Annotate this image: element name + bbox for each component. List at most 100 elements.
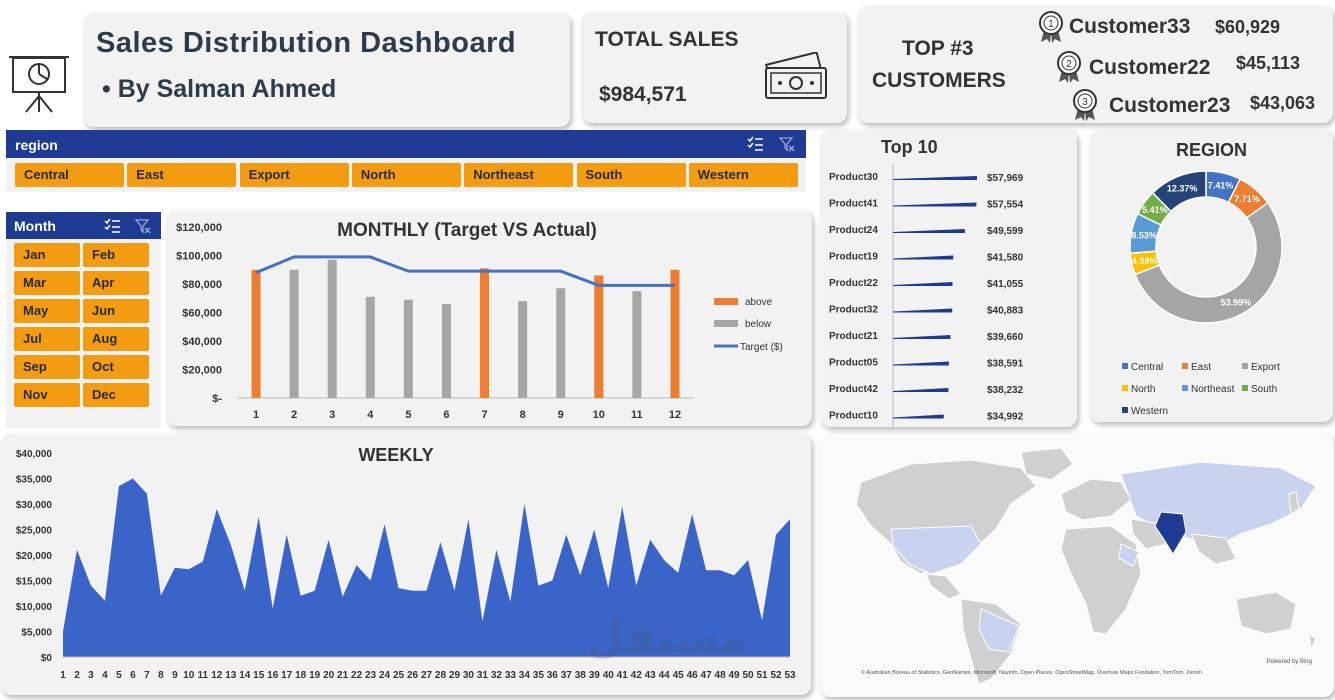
customer-value: $45,113 [1236, 53, 1301, 73]
top10-bar [893, 308, 953, 313]
top10-value-label: $38,232 [987, 385, 1024, 396]
x-tick-label: 26 [407, 670, 419, 681]
month-slicer-item-apr[interactable]: Apr [83, 271, 149, 295]
map-brazil [978, 608, 1020, 653]
customer-name: Customer33 [1069, 15, 1191, 38]
legend-above-label: above [745, 297, 773, 308]
x-tick-label: 44 [659, 670, 671, 681]
month-slicer-item-oct[interactable]: Oct [83, 355, 149, 379]
weekly-chart: $0 $5,000 $10,000 $15,000 $20,000 $25,000 $30,… [16, 449, 796, 681]
month-slicer-item-sep[interactable]: Sep [14, 355, 80, 379]
svg-text:1: 1 [1048, 19, 1054, 30]
region-slicer-item-south[interactable]: South [576, 163, 686, 187]
month-slicer-item-dec[interactable]: Dec [83, 383, 149, 407]
bar-below [289, 269, 299, 398]
x-tick-label: 31 [477, 670, 489, 681]
legend-swatch [1122, 363, 1128, 369]
region-slice-export [1134, 201, 1283, 324]
weekly-chart-title: WEEKLY [358, 445, 434, 465]
x-tick-label: 19 [309, 670, 321, 681]
clear-filter-icon[interactable] [778, 135, 796, 156]
x-tick-label: 17 [281, 670, 293, 681]
x-tick-label: 35 [533, 670, 545, 681]
x-tick-label: 3 [88, 670, 94, 681]
x-tick-label: 12 [211, 670, 223, 681]
map-australia [1235, 591, 1297, 635]
monthly-chart-title: MONTHLY (Target VS Actual) [337, 220, 597, 241]
top10-category-label: Product30 [829, 172, 878, 183]
legend-swatch [1122, 385, 1128, 391]
title-card: Sales Distribution Dashboard • By Salman… [84, 13, 570, 127]
month-slicer-item-jun[interactable]: Jun [83, 299, 149, 323]
multi-select-icon[interactable] [746, 135, 764, 156]
world-map-card[interactable]: Powered by Bing © Australian Bureau of S… [821, 434, 1334, 697]
month-slicer-item-feb[interactable]: Feb [83, 243, 149, 267]
month-slicer-item-jan[interactable]: Jan [14, 243, 80, 267]
legend-swatch [1242, 385, 1248, 391]
x-tick-label: 11 [198, 670, 209, 681]
x-tick-label: 28 [435, 670, 447, 681]
top10-bar [893, 176, 977, 180]
month-slicer-item-jul[interactable]: Jul [14, 327, 80, 351]
month-slicer-item-may[interactable]: May [14, 299, 80, 323]
month-slicer-item-aug[interactable]: Aug [83, 327, 149, 351]
clear-filter-icon[interactable] [134, 217, 152, 238]
map-africa-highlight [1118, 543, 1140, 567]
y-tick-label: $100,000 [176, 251, 222, 263]
legend-swatch [1122, 407, 1128, 413]
x-tick-label: 40 [603, 670, 615, 681]
x-tick-label: 33 [505, 670, 517, 681]
top10-chart-card: Top 10 Product30 $57,969 Product41 $57,554 P… [821, 130, 1077, 427]
y-tick-label: $40,000 [182, 336, 222, 348]
region-slicer-title: region [15, 137, 58, 153]
customer-value: $60,929 [1215, 17, 1281, 37]
x-tick-label: 8 [158, 670, 164, 681]
money-icon [762, 51, 830, 107]
map-new-zealand [1308, 632, 1317, 651]
multi-select-icon[interactable] [103, 217, 121, 238]
legend-label: East [1191, 362, 1211, 373]
legend-swatch [1182, 363, 1188, 369]
x-tick-label: 43 [645, 670, 657, 681]
region-slicer-item-central[interactable]: Central [15, 163, 124, 187]
world-map[interactable] [821, 434, 1334, 697]
monthly-chart: $- $20,000 $40,000 $60,000 $80,000 $100,000 $1… [176, 222, 783, 421]
customer-row-2: 2 Customer22 $45,113 [1056, 50, 1326, 86]
top10-value-label: $38,591 [987, 359, 1024, 370]
region-chart: 7.41%7.71% 53.99% 4.58% 8.53% 5.41% 12.37% Cen… [1122, 170, 1283, 417]
svg-text:2: 2 [1066, 59, 1072, 70]
customer-row-3: 3 Customer23 $43,063 [1072, 88, 1330, 123]
top-customers-label-2: CUSTOMERS [872, 69, 1006, 92]
x-tick-label: 12 [669, 409, 681, 421]
x-tick-label: 37 [561, 670, 573, 681]
page-title: Sales Distribution Dashboard [96, 27, 517, 59]
y-tick-label: $15,000 [16, 577, 53, 588]
x-tick-label: 3 [329, 409, 335, 421]
month-slicer-item-mar[interactable]: Mar [14, 271, 80, 295]
region-slicer-item-western[interactable]: Western [688, 163, 798, 187]
legend-label: South [1251, 384, 1277, 395]
map-central-america [925, 573, 962, 600]
x-tick-label: 42 [631, 670, 643, 681]
top10-bar [893, 282, 953, 286]
region-chart-title: REGION [1175, 140, 1247, 160]
top10-category-label: Product24 [829, 225, 878, 236]
region-slicer-item-export[interactable]: Export [239, 163, 349, 187]
watermark-logo: مستقل [586, 612, 747, 663]
region-slicer-item-east[interactable]: East [127, 163, 237, 187]
x-tick-label: 45 [673, 670, 685, 681]
region-slicer-header: region [6, 130, 806, 158]
legend-above-swatch [714, 298, 738, 305]
y-tick-label: $120,000 [176, 222, 222, 234]
x-tick-label: 23 [365, 670, 377, 681]
y-tick-label: $40,000 [16, 449, 53, 460]
region-slicer-item-north[interactable]: North [351, 163, 461, 187]
top10-bar [893, 229, 965, 233]
month-slicer-item-nov[interactable]: Nov [14, 383, 80, 407]
x-tick-label: 52 [770, 670, 782, 681]
region-slice-label: 53.99% [1221, 297, 1252, 307]
x-tick-label: 7 [144, 670, 150, 681]
region-slicer-item-northeast[interactable]: Northeast [464, 163, 574, 187]
top10-value-label: $49,599 [987, 226, 1024, 237]
top10-bar [893, 255, 954, 260]
